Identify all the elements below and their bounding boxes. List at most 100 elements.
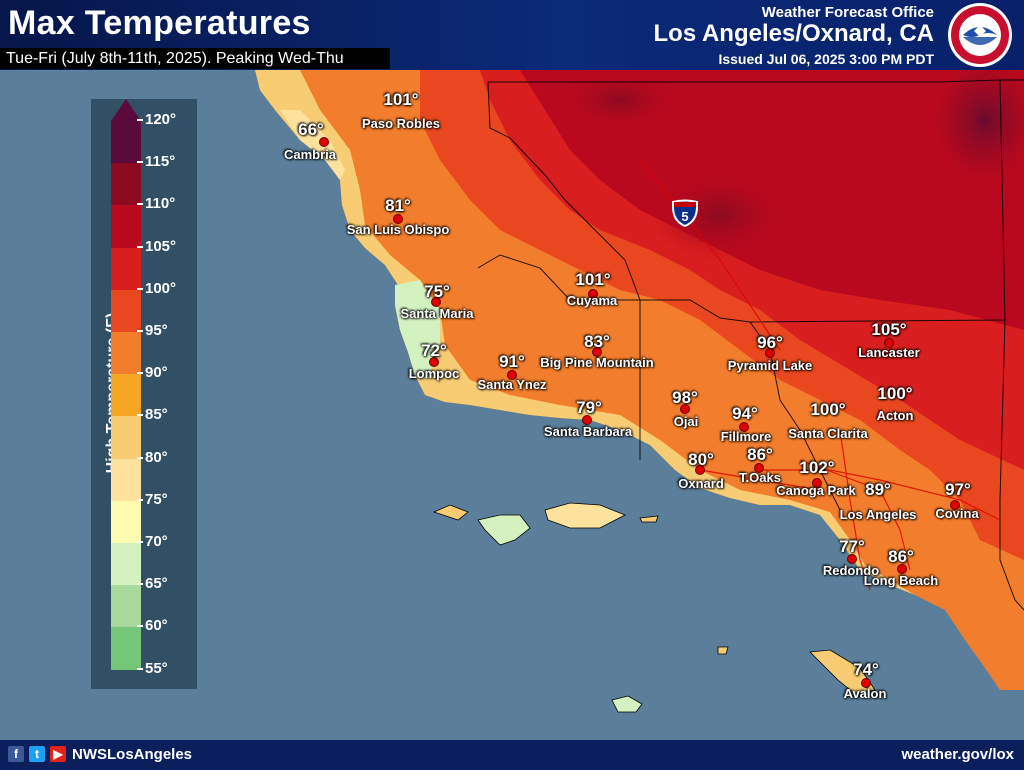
youtube-icon[interactable]: ▶ bbox=[50, 746, 66, 762]
legend-tick-label: 80° bbox=[137, 448, 168, 466]
city-name-paso-robles: Paso Robles bbox=[361, 116, 441, 131]
city-temp-fillmore: 94° bbox=[732, 404, 758, 423]
city-marker-santa-ynez bbox=[507, 370, 517, 380]
city-marker-t-oaks bbox=[754, 463, 764, 473]
twitter-icon[interactable]: t bbox=[29, 746, 45, 762]
city-temp-t-oaks: 86° bbox=[747, 445, 773, 464]
legend-tick-label: 60° bbox=[137, 617, 168, 635]
city-temp-covina: 97° bbox=[945, 480, 971, 499]
city-marker-redondo bbox=[847, 554, 857, 564]
city-temp-los-angeles: 89° bbox=[865, 480, 891, 499]
city-temp-cambria: 66° bbox=[298, 120, 324, 139]
city-marker-cambria bbox=[319, 137, 329, 147]
city-name-avalon: Avalon bbox=[843, 686, 887, 701]
city-temp-avalon: 74° bbox=[853, 660, 879, 679]
legend-swatch bbox=[111, 374, 141, 417]
city-marker-canoga-park bbox=[812, 478, 822, 488]
legend-swatch bbox=[111, 416, 141, 460]
legend-swatch bbox=[111, 163, 141, 206]
city-marker-lompoc bbox=[429, 357, 439, 367]
city-name-fillmore: Fillmore bbox=[720, 429, 772, 444]
city-name-acton: Acton bbox=[876, 408, 914, 423]
legend-tick-label: 75° bbox=[137, 490, 168, 508]
legend-swatch bbox=[111, 543, 141, 586]
city-temp-big-pine-mountain: 83° bbox=[584, 332, 610, 351]
legend-swatch bbox=[111, 500, 141, 544]
legend-swatch bbox=[111, 627, 141, 671]
city-name-san-luis-obispo: San Luis Obispo bbox=[346, 222, 450, 237]
legend-tick-label: 100° bbox=[136, 279, 177, 297]
city-name-covina: Covina bbox=[935, 506, 979, 521]
city-name-ojai: Ojai bbox=[673, 414, 699, 429]
legend-tick-label: 95° bbox=[137, 322, 168, 339]
legend-tick-label: 85° bbox=[137, 406, 168, 424]
city-name-t-oaks: T.Oaks bbox=[739, 470, 781, 485]
city-marker-oxnard bbox=[695, 465, 705, 475]
city-name-redondo: Redondo bbox=[822, 563, 880, 578]
footer-bar: f t ▶ NWSLosAngeles weather.gov/lox bbox=[0, 740, 1024, 770]
city-name-canoga-park: Canoga Park bbox=[776, 483, 856, 498]
city-temp-oxnard: 80° bbox=[688, 450, 714, 469]
city-temp-santa-clarita: 100° bbox=[810, 400, 846, 419]
interstate-5-shield-icon: 5 bbox=[672, 199, 698, 227]
city-marker-ojai bbox=[680, 404, 690, 414]
city-temp-cuyama: 101° bbox=[575, 270, 611, 289]
website-link[interactable]: weather.gov/lox bbox=[901, 746, 1014, 763]
legend-top-arrow bbox=[111, 99, 141, 121]
city-name-long-beach: Long Beach bbox=[863, 573, 939, 588]
city-temp-redondo: 77° bbox=[839, 537, 865, 556]
legend-swatch bbox=[111, 121, 141, 164]
city-name-pyramid-lake: Pyramid Lake bbox=[727, 358, 813, 373]
city-temp-acton: 100° bbox=[877, 384, 913, 403]
city-temp-ojai: 98° bbox=[672, 388, 698, 407]
city-temp-san-luis-obispo: 81° bbox=[385, 196, 411, 215]
social-handle[interactable]: NWSLosAngeles bbox=[72, 746, 193, 763]
city-temp-santa-ynez: 91° bbox=[499, 352, 525, 371]
legend-tick-label: 90° bbox=[137, 364, 168, 382]
interstate-number: 5 bbox=[681, 209, 688, 224]
city-name-cambria: Cambria bbox=[283, 147, 337, 162]
legend-swatch bbox=[111, 205, 141, 249]
legend-tick-label: 120° bbox=[136, 111, 177, 128]
city-marker-pyramid-lake bbox=[765, 348, 775, 358]
city-marker-avalon bbox=[861, 678, 871, 688]
city-name-lompoc: Lompoc bbox=[408, 366, 460, 381]
city-temp-long-beach: 86° bbox=[888, 547, 914, 566]
city-marker-santa-barbara bbox=[582, 415, 592, 425]
facebook-icon[interactable]: f bbox=[8, 746, 24, 762]
legend-swatch bbox=[111, 289, 141, 333]
legend-tick-label: 110° bbox=[136, 195, 176, 213]
legend-tick-label: 70° bbox=[137, 533, 168, 550]
city-temp-lompoc: 72° bbox=[421, 341, 447, 360]
legend-swatch bbox=[111, 585, 141, 628]
city-name-santa-maria: Santa Maria bbox=[400, 306, 474, 321]
city-temp-paso-robles: 101° bbox=[383, 90, 419, 109]
office-label: Weather Forecast Office bbox=[761, 4, 934, 21]
city-marker-lancaster bbox=[884, 338, 894, 348]
city-name-santa-ynez: Santa Ynez bbox=[477, 377, 547, 392]
city-name-santa-clarita: Santa Clarita bbox=[788, 426, 868, 441]
header-banner: Max Temperatures Tue-Fri (July 8th-11th,… bbox=[0, 0, 1024, 70]
city-name-lancaster: Lancaster bbox=[858, 345, 920, 360]
city-marker-big-pine-mountain bbox=[592, 347, 602, 357]
issued-timestamp: Issued Jul 06, 2025 3:00 PM PDT bbox=[718, 51, 934, 67]
temperature-legend: High Temperature (F) 120°115°110°105°100… bbox=[91, 99, 197, 689]
city-name-los-angeles: Los Angeles bbox=[839, 507, 917, 522]
city-marker-santa-maria bbox=[431, 297, 441, 307]
city-marker-fillmore bbox=[739, 422, 749, 432]
city-temp-pyramid-lake: 96° bbox=[757, 333, 783, 352]
city-marker-cuyama bbox=[588, 289, 598, 299]
legend-swatch bbox=[111, 332, 141, 375]
city-marker-covina bbox=[950, 500, 960, 510]
legend-swatch bbox=[111, 458, 141, 502]
city-name-oxnard: Oxnard bbox=[678, 476, 724, 491]
legend-swatch bbox=[111, 247, 141, 291]
legend-tick-label: 115° bbox=[136, 153, 176, 171]
city-temp-canoga-park: 102° bbox=[799, 458, 835, 477]
legend-tick-label: 105° bbox=[136, 237, 177, 255]
city-name-santa-barbara: Santa Barbara bbox=[543, 424, 633, 439]
city-name-big-pine-mountain: Big Pine Mountain bbox=[540, 355, 654, 370]
city-marker-long-beach bbox=[897, 564, 907, 574]
legend-tick-label: 55° bbox=[137, 659, 168, 677]
